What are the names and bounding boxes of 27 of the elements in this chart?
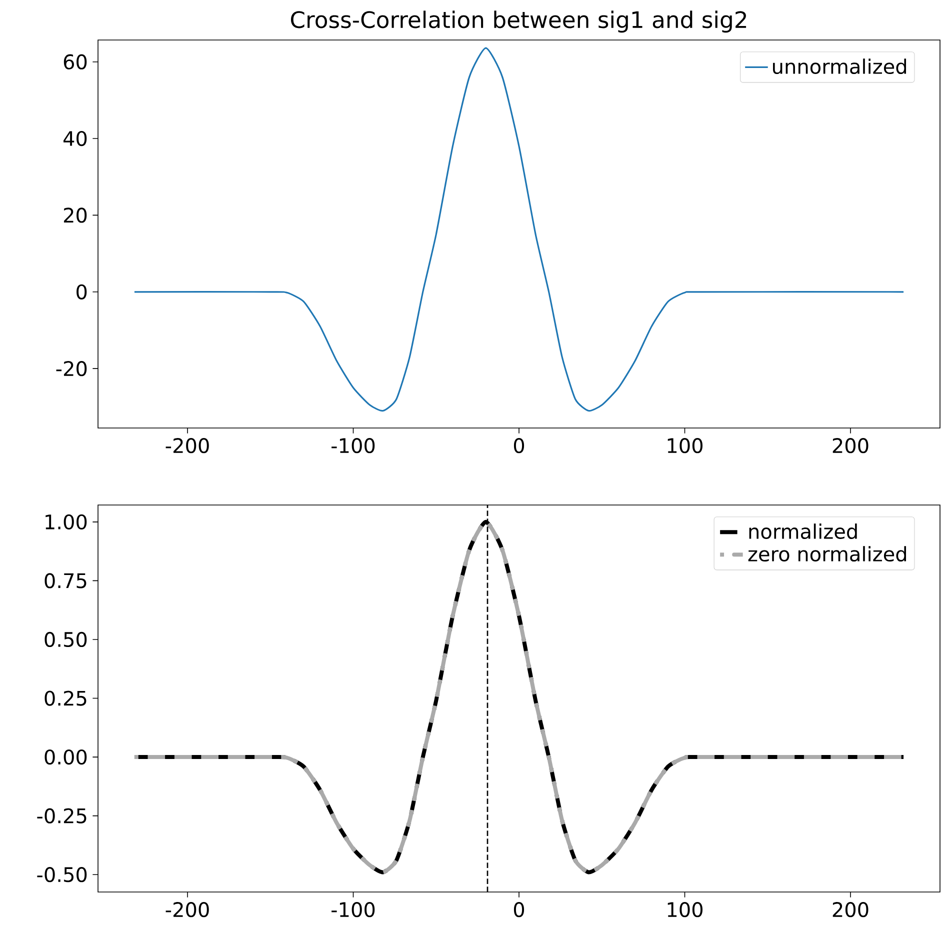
y-tick-label: 0.25 — [44, 690, 86, 706]
y-tick-label: 1.00 — [46, 514, 87, 530]
y-tick-label: 0.75 — [44, 573, 86, 588]
legend-label: unnormalized — [773, 58, 906, 74]
y-tick-label: 0.50 — [44, 632, 87, 648]
y-tick-label: 60 — [64, 54, 87, 70]
x-tick-label: 0 — [514, 438, 524, 454]
legend-label: normalized — [749, 524, 857, 540]
x-tick-label: 100 — [668, 902, 702, 918]
x-tick-label: -200 — [166, 902, 209, 918]
x-tick-label: -200 — [166, 438, 209, 454]
x-tick-label: 200 — [832, 902, 868, 918]
x-tick-label: 100 — [668, 438, 702, 454]
y-tick-label: 0.00 — [44, 749, 87, 765]
y-tick-label: 40 — [63, 130, 87, 146]
x-tick-label: -100 — [332, 902, 375, 918]
y-tick-label: -0.50 — [37, 867, 87, 882]
line-series — [134, 47, 904, 412]
y-tick-label: 0 — [76, 284, 87, 300]
y-tick-label: 20 — [64, 208, 87, 223]
y-tick-label: -20 — [56, 361, 87, 376]
y-tick-label: -0.25 — [37, 808, 86, 824]
x-tick-label: 0 — [514, 902, 524, 918]
x-tick-label: 200 — [832, 438, 868, 454]
x-tick-label: -100 — [332, 438, 375, 454]
chart-title: Cross-Correlation between sig1 and sig2 — [290, 10, 746, 33]
legend-label: zero normalized — [748, 546, 906, 562]
